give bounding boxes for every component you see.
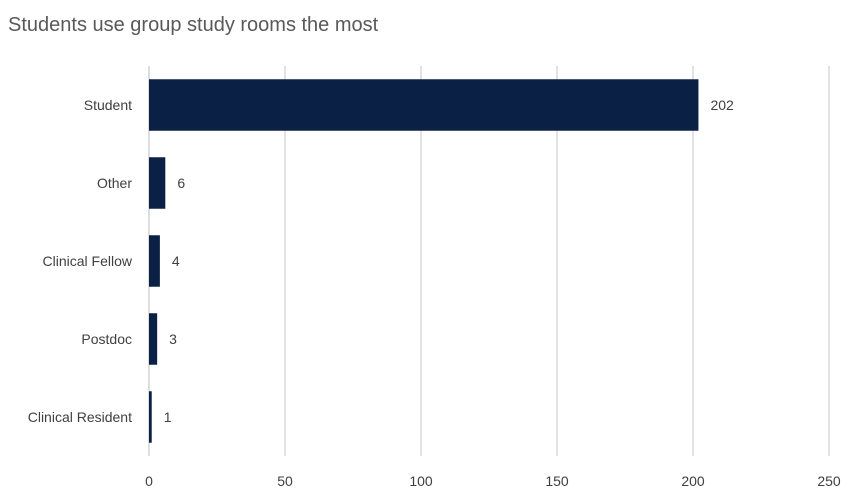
data-label: 6 [177,175,185,191]
data-label: 202 [710,97,734,113]
category-label: Postdoc [81,331,132,347]
bar [149,391,152,443]
x-tick-label: 100 [409,473,433,489]
data-labels: 202 6 4 3 1 [164,97,734,425]
x-tick-label: 50 [277,473,293,489]
x-tick-label: 150 [545,473,569,489]
category-label: Student [84,97,132,113]
x-tick-label: 250 [817,473,841,489]
x-tick-label: 0 [145,473,153,489]
category-label: Clinical Resident [28,409,132,425]
data-label: 4 [172,253,180,269]
chart-title: Students use group study rooms the most [8,14,379,36]
bar [149,235,160,287]
category-label: Clinical Fellow [43,253,133,269]
category-label: Other [97,175,132,191]
bar [149,157,166,209]
x-tick-label: 200 [681,473,705,489]
data-label: 3 [169,331,177,347]
x-tick-labels: 0 50 100 150 200 250 [145,473,841,489]
category-labels: Student Other Clinical Fellow Postdoc Clinic… [28,97,133,425]
bar [149,79,699,131]
bars [149,79,699,443]
data-label: 1 [164,409,172,425]
bar [149,313,158,365]
